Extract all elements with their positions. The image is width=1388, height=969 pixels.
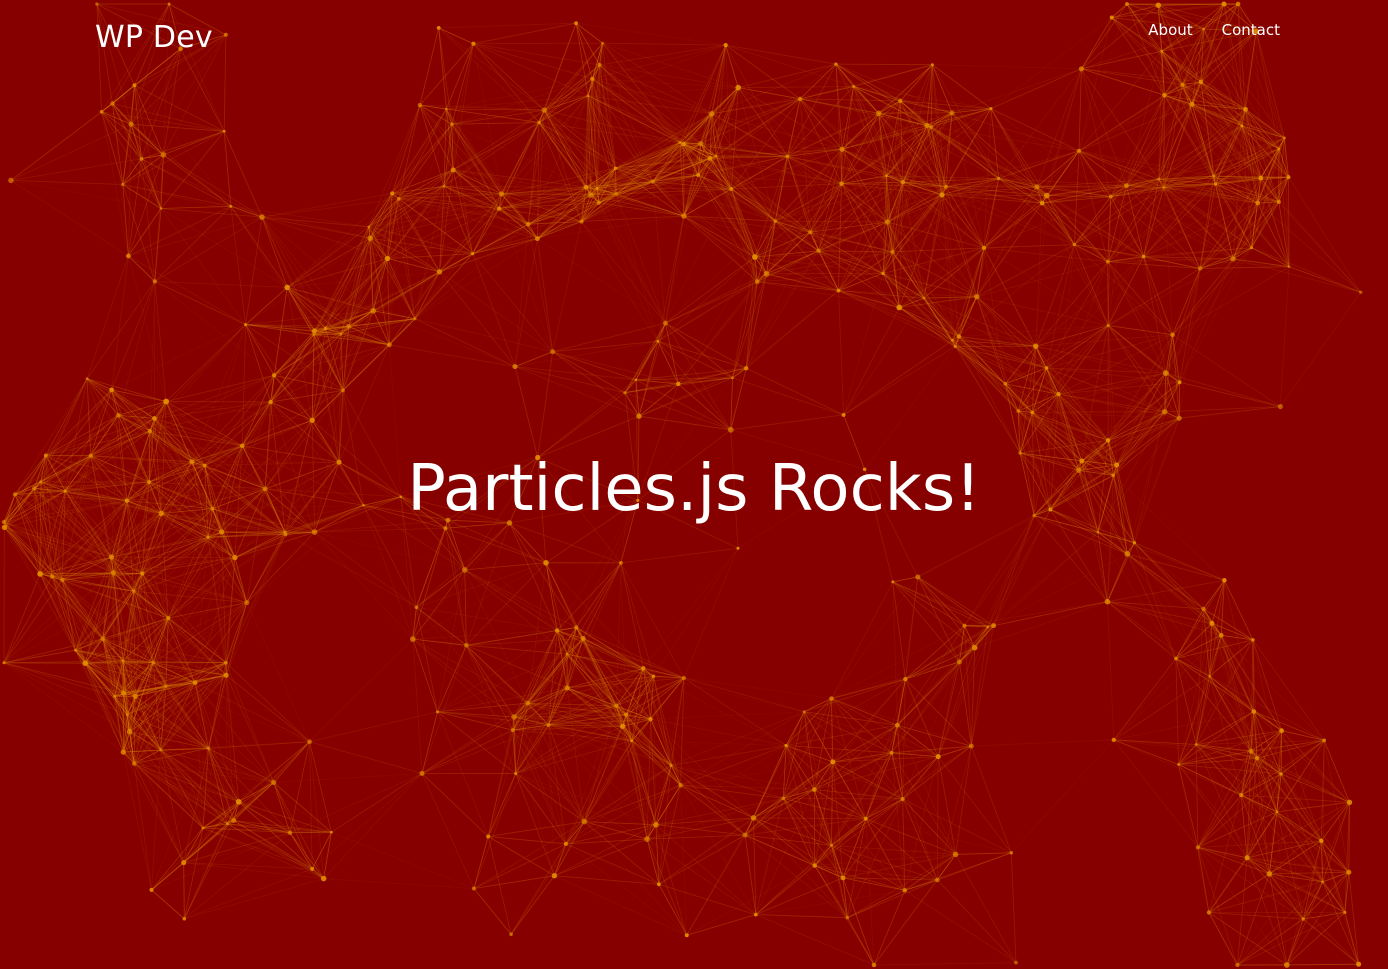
main-nav: About Contact (1148, 19, 1280, 41)
nav-about-link[interactable]: About (1148, 21, 1193, 39)
nav-contact-link[interactable]: Contact (1221, 21, 1280, 39)
hero-title: Particles.js Rocks! (407, 452, 981, 526)
particle-links (3, 3, 1362, 966)
particle-dots (1, 1, 1363, 968)
site-brand-link[interactable]: WP Dev (95, 20, 213, 55)
